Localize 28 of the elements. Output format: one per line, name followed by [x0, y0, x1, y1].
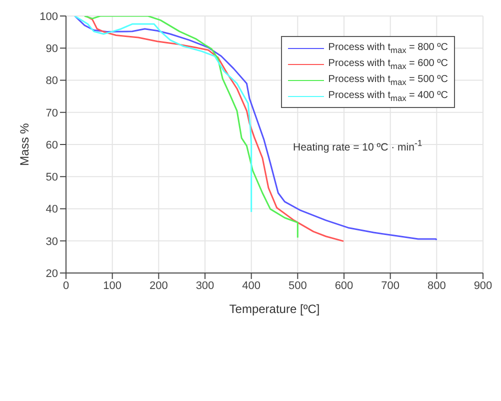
x-tick-label: 500 [288, 280, 307, 292]
legend-label: Process with t$_{max}$ = 600 ºC [328, 58, 448, 70]
legend-label: Process with t$_{max}$ = 500 ºC [328, 74, 448, 86]
y-tick-label: 20 [46, 268, 58, 280]
y-tick-label: 60 [46, 139, 58, 152]
x-tick-label: 800 [427, 280, 446, 292]
y-tick-label: 70 [46, 107, 58, 120]
legend-label: Process with t$_{max}$ = 400 ºC [328, 90, 448, 102]
x-tick-label: 400 [242, 280, 261, 292]
x-tick-label: 300 [196, 280, 214, 292]
note-text: Heating rate = 10 ºC · min$^{-1}$ [293, 138, 422, 154]
x-tick-label: 0 [62, 280, 70, 292]
line-series [74, 16, 252, 213]
legend-label: Process with t$_{max}$ = 800 ºC [328, 42, 448, 54]
y-tick-label: 80 [46, 75, 58, 88]
x-tick-label: 200 [149, 280, 168, 292]
y-tick-label: 30 [46, 236, 58, 248]
y-tick-label: 40 [46, 204, 58, 216]
x-tick-label: 900 [474, 280, 492, 292]
x-axis-title: Temperature [ºC] [229, 302, 320, 316]
line-series [74, 16, 438, 241]
x-tick-label: 600 [334, 280, 354, 292]
x-tick-label: 100 [103, 280, 122, 292]
y-tick-label: 90 [46, 43, 58, 56]
y-tick-label: 50 [46, 172, 58, 184]
x-tick-label: 700 [381, 280, 400, 292]
y-tick-label: 100 [40, 10, 58, 23]
y-axis-title: Mass % [17, 122, 32, 166]
